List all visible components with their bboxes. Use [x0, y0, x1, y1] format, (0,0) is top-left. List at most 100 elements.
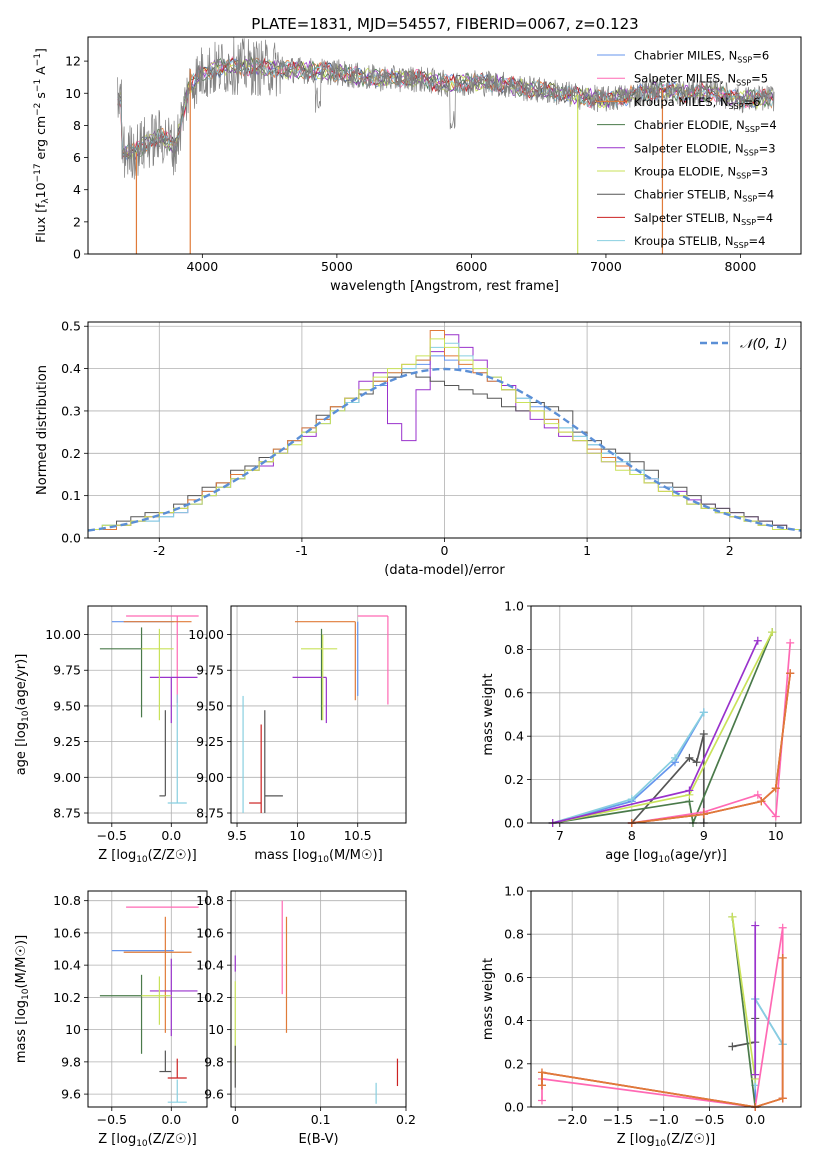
y-tick-label: 0.6: [504, 970, 524, 985]
x-tick-label: -2: [153, 543, 165, 558]
y-tick-label: 1.0: [504, 884, 524, 899]
spectrum-plot-area: [117, 37, 775, 254]
x-tick-label: 0: [231, 1112, 239, 1127]
y-tick-label: 10: [208, 1022, 224, 1037]
x-tick-label: 10: [289, 828, 305, 843]
y-tick-label: 0.4: [504, 729, 524, 744]
axes-frame: [87, 36, 802, 255]
x-tick-label: −0.5: [97, 1112, 127, 1127]
mass-weight-marker: [699, 708, 708, 717]
y-tick-label: 10.6: [53, 925, 81, 940]
x-axis-label: E(B-V): [298, 1132, 338, 1147]
y-tick-label: 0.5: [61, 319, 81, 334]
x-tick-label: 2: [726, 543, 734, 558]
x-tick-label: 10.5: [344, 828, 372, 843]
mass-weight-marker: [627, 795, 636, 804]
y-axis-label: mass weight: [481, 958, 496, 1040]
mass-weight-line: [731, 916, 757, 1080]
axes-frame: [87, 605, 208, 824]
x-tick-label: −1.5: [603, 1112, 633, 1127]
y-axis-label: mass weight: [481, 673, 496, 755]
y-tick-label: 9.50: [53, 698, 81, 713]
mass-weight-line: [552, 711, 705, 824]
residual-histogram-panel: -2 -1 0 1 2 0.0 0.1 0.2 0.3 0.4 0.5 (data-model)/er…: [35, 319, 802, 578]
y-tick-label: 0.4: [504, 1013, 524, 1028]
x-tick-label: 0.0: [161, 828, 181, 843]
y-tick-label: 0.1: [61, 488, 81, 503]
legend-entry: Salpeter MILES, NSSP=5: [634, 72, 768, 88]
y-tick-label: 2: [73, 214, 81, 229]
axes-frame: [87, 321, 802, 539]
x-axis-label: wavelength [Angstrom, rest frame]: [330, 279, 559, 294]
y-tick-label: 9.6: [61, 1087, 81, 1102]
y-tick-label: 4: [73, 182, 81, 197]
y-tick-label: 9.00: [196, 770, 224, 785]
mass-weight-line: [552, 711, 705, 824]
x-tick-label: 7: [556, 828, 564, 843]
mass-weight-vs-age-panel: 7 8 9 10 0.0 0.2 0.4 0.6 0.8 1.0 age [log10(age/yr…: [481, 599, 802, 865]
x-tick-label: 4000: [186, 259, 218, 274]
mass-weight-vs-metallicity-panel: −2.0 −1.5 −1.0 −0.5 0.0 0.0 0.2 0.4 0.6 0.8 1.0 Z […: [481, 884, 802, 1149]
y-tick-label: 0.3: [61, 403, 81, 418]
y-tick-label: 9.6: [204, 1087, 224, 1102]
mass-weight-marker: [768, 628, 777, 637]
x-axis-label: mass [log10(M/M☉)]: [254, 848, 382, 865]
y-tick-label: 8: [73, 118, 81, 133]
y-tick-label: 0.0: [61, 531, 81, 546]
x-tick-label: 0.2: [396, 1112, 416, 1127]
y-tick-label: 10.8: [53, 893, 81, 908]
legend-entry: Chabrier STELIB, NSSP=4: [634, 188, 774, 204]
y-tick-label: 0.6: [504, 685, 524, 700]
y-tick-label: 9.75: [53, 663, 81, 678]
y-tick-label: 9.8: [61, 1054, 81, 1069]
y-tick-label: 10.4: [196, 958, 224, 973]
x-tick-label: 5000: [321, 259, 353, 274]
legend-entry: Chabrier ELODIE, NSSP=4: [634, 118, 777, 134]
spectrum-panel: 4000 5000 6000 7000 8000 0 2 4 6 8 10 12 wavelength …: [33, 36, 802, 294]
axes-frame: [230, 605, 407, 824]
y-axis-label: Normed distribution: [35, 365, 50, 495]
mass-weight-marker: [771, 784, 780, 793]
mass-weight-marker: [699, 730, 708, 739]
x-tick-label: −1.0: [649, 1112, 679, 1127]
y-axis-label: Flux [fλ10−17 erg cm−2 s−1 A−1]: [33, 48, 51, 243]
y-tick-label: 0: [73, 247, 81, 262]
y-tick-label: 8.75: [53, 806, 81, 821]
y-tick-label: 10: [65, 86, 81, 101]
y-tick-label: 9.8: [204, 1054, 224, 1069]
y-tick-label: 9.25: [53, 734, 81, 749]
y-tick-label: 10.00: [188, 627, 224, 642]
x-tick-label: 8000: [725, 259, 757, 274]
y-tick-label: 0.0: [504, 816, 524, 831]
x-axis-label: Z [log10(Z/Z☉)]: [98, 848, 196, 865]
model-spectrum-line: [117, 57, 774, 156]
x-tick-label: 0.1: [311, 1112, 331, 1127]
y-tick-label: 10.4: [53, 958, 81, 973]
mass-weight-marker: [685, 786, 694, 795]
y-tick-label: 10.00: [45, 627, 81, 642]
y-tick-label: 0.8: [504, 642, 524, 657]
mass-vs-metallicity-panel: −0.5 0.0 9.6 9.8 10 10.2 10.4 10.6 10.8 Z [log10(…: [14, 890, 208, 1149]
x-tick-label: 7000: [590, 259, 622, 274]
y-tick-label: 0.2: [504, 772, 524, 787]
y-tick-label: 0.2: [504, 1056, 524, 1071]
x-tick-label: -1: [296, 543, 308, 558]
mass-weight-marker: [757, 797, 766, 806]
axes-frame: [530, 605, 802, 824]
y-axis-label: age [log10(age/yr)]: [14, 654, 31, 776]
legend-entry: Chabrier MILES, NSSP=6: [634, 49, 769, 65]
y-tick-label: 10.6: [196, 925, 224, 940]
y-tick-label: 8.75: [196, 806, 224, 821]
y-tick-label: 0.4: [61, 361, 81, 376]
mass-weight-marker: [778, 1094, 787, 1103]
y-tick-label: 9.50: [196, 698, 224, 713]
legend-entry: Salpeter STELIB, NSSP=4: [634, 211, 773, 227]
x-axis-label: Z [log10(Z/Z☉)]: [98, 1132, 196, 1149]
y-tick-label: 9.75: [196, 663, 224, 678]
mass-weight-marker: [537, 1081, 546, 1090]
mass-weight-marker: [778, 923, 787, 932]
x-tick-label: 0: [441, 543, 449, 558]
legend-entry: Kroupa ELODIE, NSSP=3: [634, 165, 768, 181]
mass-weight-marker: [751, 1070, 760, 1079]
